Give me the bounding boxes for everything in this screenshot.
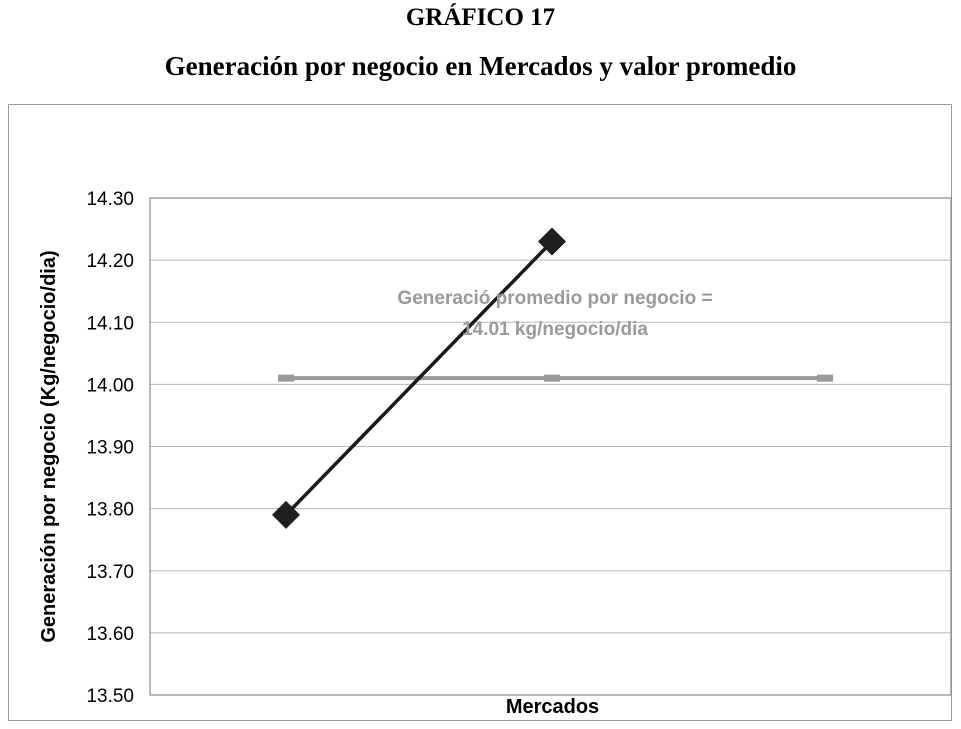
y-tick-labels: 13.50 13.60 13.70 13.80 13.90 14.00 14.10 14.20… (86, 189, 134, 707)
y-tick-label: 13.90 (86, 438, 134, 459)
y-tick-label: 14.00 (86, 375, 134, 396)
figure-title: Generación por negocio en Mercados y val… (164, 51, 797, 81)
y-tick-label: 13.70 (86, 562, 134, 583)
annotation-line: 14.01 kg/negocio/dia (462, 319, 648, 340)
figure-number: GRÁFICO 17 (405, 4, 556, 31)
annotation-line: Generació promedio por negocio = (397, 288, 712, 309)
annotation: Generació promedio por negocio = 14.01 kg… (397, 288, 712, 340)
y-tick-label: 14.10 (86, 313, 134, 334)
y-tick-label: 13.60 (86, 624, 134, 645)
gridlines (150, 259, 951, 634)
average-marker (817, 374, 833, 382)
x-axis-title: Mercados (506, 696, 599, 718)
y-tick-label: 14.30 (86, 189, 134, 210)
y-tick-label: 13.80 (86, 500, 134, 521)
average-marker (544, 374, 560, 382)
y-axis-title: Generación por negocio (Kg/negocio/dia) (38, 250, 60, 642)
plot-area (149, 197, 952, 696)
series-marker (538, 227, 566, 256)
series-line (284, 240, 554, 517)
y-tick-label: 13.50 (86, 686, 134, 707)
series (272, 227, 833, 529)
series-marker (272, 500, 300, 529)
y-tick-label: 14.20 (86, 251, 134, 272)
average-marker (278, 374, 294, 382)
